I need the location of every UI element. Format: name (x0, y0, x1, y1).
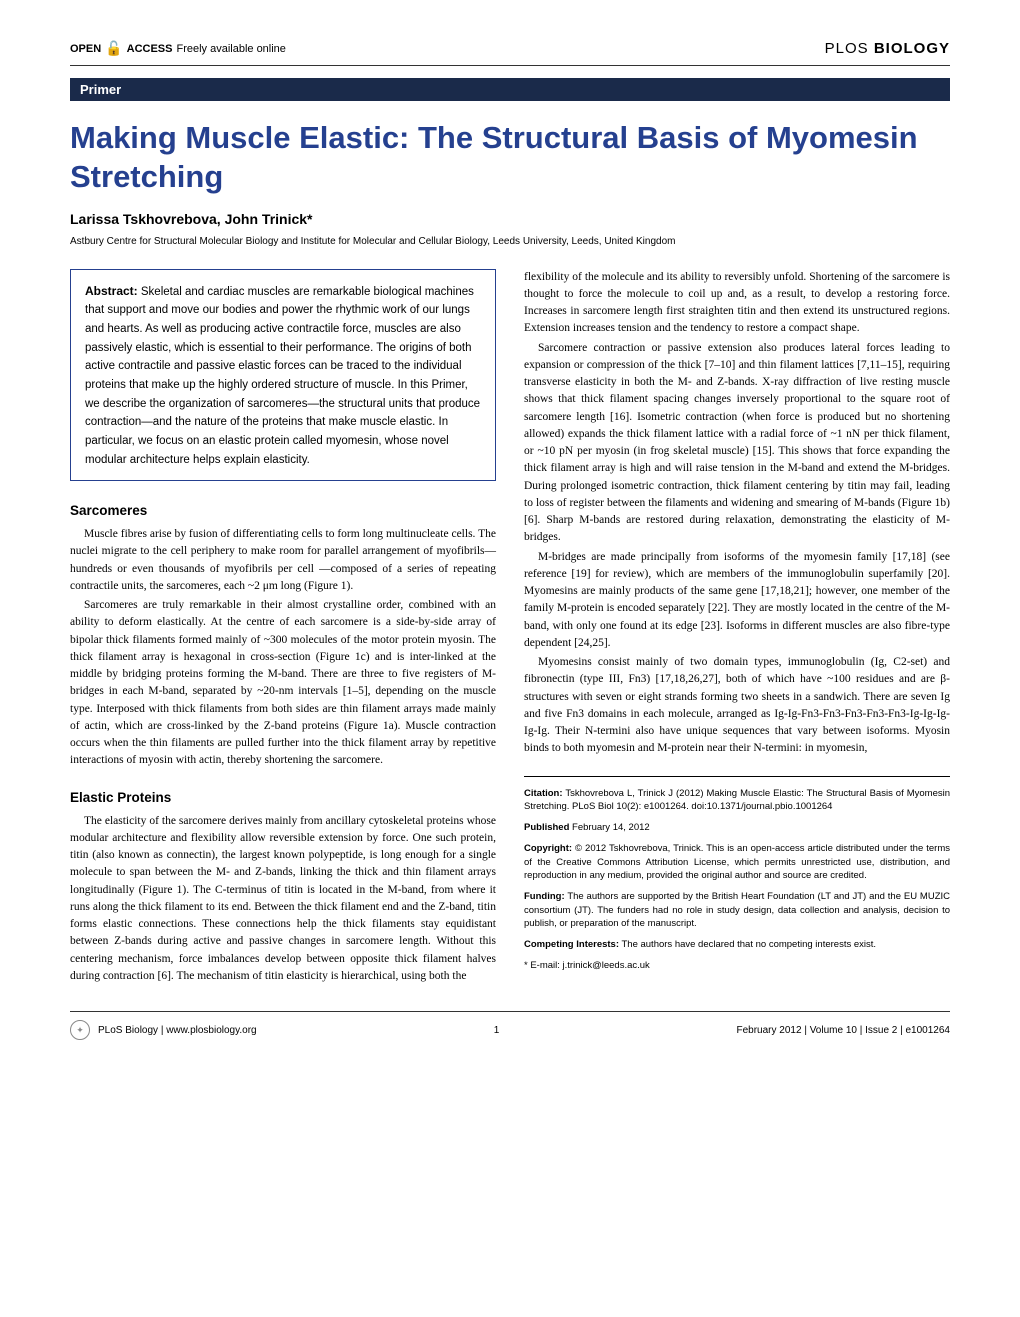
footer-left-text: PLoS Biology | www.plosbiology.org (98, 1025, 257, 1036)
footer-right-text: February 2012 | Volume 10 | Issue 2 | e1… (737, 1025, 951, 1036)
competing-text: The authors have declared that no compet… (619, 939, 876, 950)
citation-text: Tskhovrebova L, Trinick J (2012) Making … (524, 788, 950, 812)
open-access-prefix: OPEN (70, 43, 101, 55)
funding-label: Funding: (524, 891, 565, 902)
top-bar: OPEN 🔓 ACCESS Freely available online PL… (70, 40, 950, 66)
section-header-elastic: Elastic Proteins (70, 790, 496, 805)
email-text: j.trinick@leeds.ac.uk (560, 960, 650, 971)
published-label: Published (524, 822, 569, 833)
body-paragraph: flexibility of the molecule and its abil… (524, 269, 950, 338)
plos-icon: ✦ (70, 1020, 90, 1040)
citation-label: Citation: (524, 788, 563, 799)
section-header-sarcomeres: Sarcomeres (70, 503, 496, 518)
authors: Larissa Tskhovrebova, John Trinick* (70, 211, 950, 227)
open-access-mid: ACCESS (127, 43, 173, 55)
affiliation: Astbury Centre for Structural Molecular … (70, 235, 950, 249)
body-paragraph: Myomesins consist mainly of two domain t… (524, 654, 950, 758)
competing-label: Competing Interests: (524, 939, 619, 950)
funding-block: Funding: The authors are supported by th… (524, 890, 950, 930)
journal-name-light: PLOS (825, 40, 869, 57)
citation-block: Citation: Tskhovrebova L, Trinick J (201… (524, 787, 950, 814)
abstract-label: Abstract: (85, 284, 138, 298)
lock-icon: 🔓 (105, 40, 122, 57)
two-column-layout: Abstract: Skeletal and cardiac muscles a… (70, 269, 950, 988)
abstract-text: Skeletal and cardiac muscles are remarka… (85, 286, 480, 466)
abstract-box: Abstract: Skeletal and cardiac muscles a… (70, 269, 496, 482)
email-block: * E-mail: j.trinick@leeds.ac.uk (524, 959, 950, 972)
copyright-text: © 2012 Tskhovrebova, Trinick. This is an… (524, 843, 950, 881)
competing-block: Competing Interests: The authors have de… (524, 938, 950, 951)
footer-page-number: 1 (257, 1025, 737, 1036)
body-paragraph: The elasticity of the sarcomere derives … (70, 813, 496, 986)
journal-name-bold: BIOLOGY (874, 40, 950, 57)
body-paragraph: Muscle fibres arise by fusion of differe… (70, 526, 496, 595)
article-title: Making Muscle Elastic: The Structural Ba… (70, 119, 950, 197)
open-access-suffix: Freely available online (176, 43, 285, 55)
body-paragraph: Sarcomere contraction or passive extensi… (524, 340, 950, 547)
primer-label: Primer (80, 82, 121, 97)
email-label: * E-mail: (524, 960, 560, 971)
open-access-badge: OPEN 🔓 ACCESS Freely available online (70, 40, 286, 57)
primer-band: Primer (70, 78, 950, 101)
left-column: Abstract: Skeletal and cardiac muscles a… (70, 269, 496, 988)
published-text: February 14, 2012 (569, 822, 649, 833)
published-block: Published February 14, 2012 (524, 821, 950, 834)
body-paragraph: M-bridges are made principally from isof… (524, 549, 950, 653)
page-footer: ✦ PLoS Biology | www.plosbiology.org 1 F… (70, 1011, 950, 1040)
copyright-block: Copyright: © 2012 Tskhovrebova, Trinick.… (524, 842, 950, 882)
copyright-label: Copyright: (524, 843, 572, 854)
body-paragraph: Sarcomeres are truly remarkable in their… (70, 597, 496, 770)
footer-left: ✦ PLoS Biology | www.plosbiology.org (70, 1020, 257, 1040)
right-column: flexibility of the molecule and its abil… (524, 269, 950, 988)
journal-name: PLOS BIOLOGY (825, 40, 950, 57)
meta-divider (524, 776, 950, 777)
funding-text: The authors are supported by the British… (524, 891, 950, 929)
